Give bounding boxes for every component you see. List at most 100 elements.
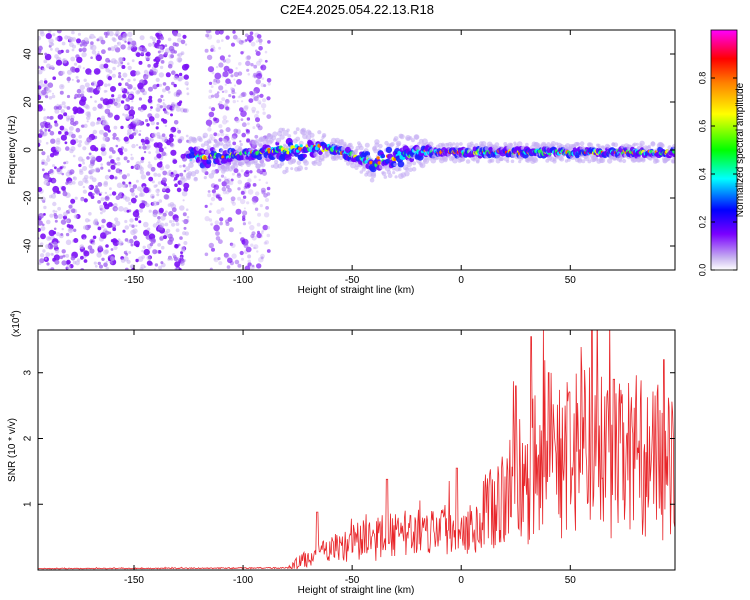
heatmap-noise-cell — [266, 192, 271, 196]
bottom-axis-ticks: -150 -100 -50 0 50 1 2 3 — [23, 330, 675, 586]
heatmap-noise-cell — [161, 151, 166, 156]
heatmap-noise-cell — [169, 220, 173, 224]
heatmap-noise-cell — [207, 193, 212, 198]
heatmap-noise-cell — [231, 95, 236, 99]
heatmap-noise-cell — [85, 104, 90, 110]
heatmap-core-cell — [286, 150, 290, 155]
heatmap-noise-cell — [91, 80, 97, 87]
heatmap-noise-cell — [218, 124, 223, 129]
heatmap-noise-cell — [218, 239, 223, 245]
heatmap-noise-cell — [113, 245, 118, 250]
heatmap-noise-cell — [140, 159, 144, 163]
heatmap-noise-cell — [69, 36, 73, 41]
heatmap-noise-cell — [68, 204, 73, 209]
heatmap-noise-cell — [57, 105, 62, 110]
heatmap-noise-cell — [138, 208, 143, 213]
heatmap-noise-cell — [226, 180, 231, 185]
heatmap-halo-cell — [647, 144, 651, 148]
heatmap-noise-cell — [148, 209, 152, 213]
heatmap-noise-cell — [38, 69, 43, 75]
x-tick-label: 0 — [458, 275, 464, 286]
heatmap-noise-cell — [172, 42, 177, 47]
heatmap-halo-cell — [397, 167, 402, 172]
heatmap-noise-cell — [115, 168, 121, 174]
heatmap-noise-cell — [225, 58, 231, 64]
heatmap-noise-cell — [210, 48, 214, 52]
heatmap-halo-cell — [274, 159, 279, 164]
heatmap-noise-cell — [49, 130, 55, 136]
heatmap-halo-cell — [506, 159, 510, 163]
heatmap-noise-cell — [262, 224, 269, 231]
heatmap-noise-cell — [213, 132, 218, 137]
heatmap-noise-cell — [159, 105, 163, 109]
heatmap-halo-cell — [218, 141, 224, 146]
heatmap-noise-cell — [266, 78, 272, 83]
heatmap-noise-cell — [96, 38, 100, 42]
heatmap-noise-cell — [142, 185, 145, 189]
heatmap-noise-cell — [180, 153, 186, 159]
y-multiplier-label: (x104) — [10, 310, 22, 337]
heatmap-noise-cell — [126, 132, 130, 136]
heatmap-noise-cell — [73, 228, 77, 232]
heatmap-noise-cell — [59, 172, 62, 175]
heatmap-noise-cell — [264, 59, 268, 63]
heatmap-halo-cell — [187, 139, 192, 144]
heatmap-halo-cell — [281, 127, 285, 132]
heatmap-noise-cell — [51, 178, 57, 184]
heatmap-noise-cell — [133, 235, 138, 240]
heatmap-noise-cell — [121, 174, 127, 180]
heatmap-noise-cell — [262, 108, 265, 111]
heatmap-noise-cell — [158, 54, 164, 60]
heatmap-halo-cell — [411, 166, 417, 172]
heatmap-noise-cell — [156, 39, 161, 44]
heatmap-noise-cell — [117, 138, 121, 142]
top-x-axis-label: Height of straight line (km) — [298, 285, 415, 296]
snr-series-line — [38, 330, 675, 570]
heatmap-noise-cell — [139, 170, 145, 175]
heatmap-noise-cell — [82, 185, 86, 189]
x-tick-label: 0 — [458, 575, 464, 586]
heatmap-noise-cell — [100, 166, 104, 170]
heatmap-noise-cell — [115, 102, 121, 108]
heatmap-noise-cell — [208, 106, 212, 110]
heatmap-noise-cell — [174, 244, 179, 249]
heatmap-noise-cell — [110, 164, 116, 170]
heatmap-noise-cell — [156, 193, 160, 197]
heatmap-noise-cell — [108, 155, 113, 159]
heatmap-noise-cell — [173, 83, 177, 88]
heatmap-noise-cell — [180, 52, 184, 56]
heatmap-noise-cell — [231, 172, 235, 176]
heatmap-noise-cell — [140, 264, 146, 269]
colorbar-tick-label: 0.0 — [697, 264, 707, 277]
heatmap-noise-cell — [242, 210, 248, 216]
heatmap-noise-cell — [242, 215, 246, 219]
y-tick-label: -20 — [23, 190, 34, 205]
heatmap-noise-cell — [82, 161, 85, 165]
heatmap-halo-cell — [255, 139, 259, 143]
heatmap-noise-cell — [99, 129, 104, 135]
heatmap-noise-cell — [124, 238, 129, 242]
heatmap-noise-cell — [103, 31, 108, 36]
heatmap-noise-cell — [64, 141, 68, 145]
heatmap-noise-cell — [54, 166, 57, 170]
heatmap-noise-cell — [83, 198, 88, 203]
heatmap-noise-cell — [249, 224, 255, 231]
heatmap-noise-cell — [107, 169, 111, 173]
heatmap-noise-cell — [57, 114, 64, 120]
heatmap-noise-cell — [42, 174, 47, 178]
heatmap-noise-cell — [172, 170, 178, 175]
heatmap-noise-cell — [208, 210, 212, 214]
heatmap-noise-cell — [52, 76, 56, 80]
heatmap-noise-cell — [132, 210, 140, 218]
heatmap-noise-cell — [183, 241, 188, 245]
heatmap-noise-cell — [142, 92, 145, 96]
heatmap-noise-cell — [66, 264, 71, 270]
heatmap-noise-cell — [67, 227, 74, 234]
heatmap-noise-cell — [171, 222, 176, 227]
heatmap-noise-cell — [40, 31, 45, 37]
heatmap-noise-cell — [66, 106, 71, 110]
heatmap-noise-cell — [127, 84, 133, 90]
heatmap-noise-cell — [223, 178, 230, 185]
heatmap-noise-cell — [56, 35, 63, 42]
heatmap-noise-cell — [230, 74, 234, 78]
